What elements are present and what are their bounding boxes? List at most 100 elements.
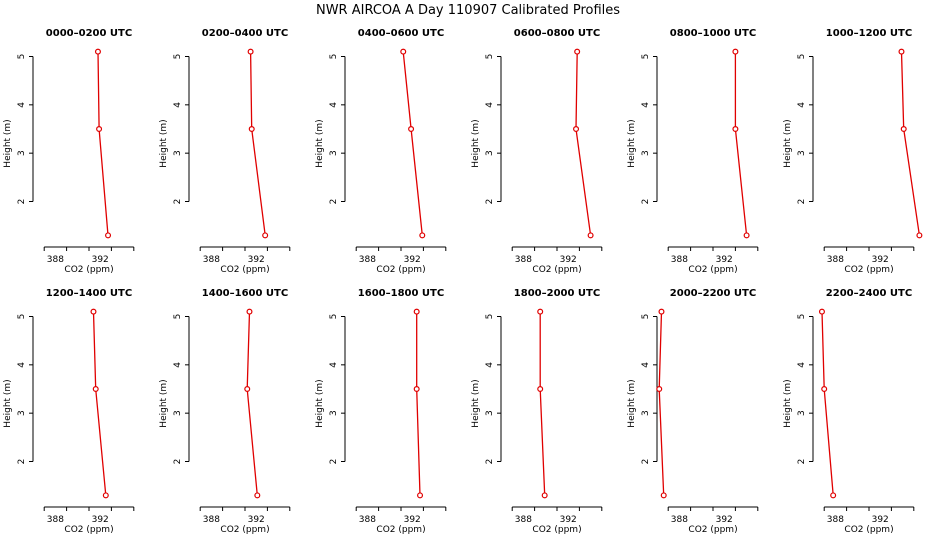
- y-tick-label: 5: [485, 314, 495, 320]
- data-point: [90, 308, 97, 315]
- x-axis-label: CO2 (ppm): [844, 525, 893, 535]
- data-point: [541, 492, 548, 499]
- y-tick-label: 2: [797, 459, 807, 465]
- panel-title: 2200–2400 UTC: [826, 288, 912, 299]
- profile-line: [249, 51, 266, 236]
- x-axis-label: CO2 (ppm): [220, 525, 269, 535]
- x-axis-label: CO2 (ppm): [220, 265, 269, 275]
- data-point: [537, 308, 544, 315]
- y-tick-label: 2: [485, 199, 495, 205]
- data-point: [830, 492, 837, 499]
- x-tick-label: 388: [671, 515, 688, 525]
- y-tick-label: 2: [173, 459, 183, 465]
- x-axis-label: CO2 (ppm): [64, 265, 113, 275]
- data-point: [898, 48, 905, 55]
- panel-title: 0000–0200 UTC: [46, 28, 132, 39]
- profile-line: [92, 311, 107, 496]
- data-point: [732, 125, 739, 132]
- y-tick-label: 5: [173, 54, 183, 60]
- data-point: [658, 308, 665, 315]
- x-tick-label: 392: [404, 255, 421, 265]
- y-tick-label: 5: [797, 54, 807, 60]
- y-tick-label: 5: [173, 314, 183, 320]
- profile-line: [575, 51, 592, 236]
- y-axis-label: Height (m): [315, 119, 325, 167]
- data-point: [262, 232, 269, 239]
- y-tick-label: 3: [485, 150, 495, 156]
- y-axis-label: Height (m): [627, 119, 637, 167]
- y-axis-label: Height (m): [159, 119, 169, 167]
- data-point: [102, 492, 109, 499]
- data-point: [587, 232, 594, 239]
- y-tick-label: 3: [173, 410, 183, 416]
- panel-title: 1800–2000 UTC: [514, 288, 600, 299]
- data-point: [732, 48, 739, 55]
- data-point: [573, 125, 580, 132]
- data-point: [417, 492, 424, 499]
- y-axis-label: Height (m): [315, 379, 325, 427]
- y-tick-label: 3: [17, 150, 27, 156]
- data-point: [419, 232, 426, 239]
- data-point: [94, 48, 101, 55]
- y-tick-label: 2: [17, 199, 27, 205]
- panel-title: 1000–1200 UTC: [826, 28, 912, 39]
- y-tick-label: 2: [641, 199, 651, 205]
- panel-title: 1600–1800 UTC: [358, 288, 444, 299]
- y-tick-label: 2: [485, 459, 495, 465]
- y-tick-label: 2: [797, 199, 807, 205]
- x-tick-label: 388: [203, 515, 220, 525]
- panel-title: 0400–0600 UTC: [358, 28, 444, 39]
- x-axis-label: CO2 (ppm): [532, 265, 581, 275]
- y-tick-label: 5: [17, 54, 27, 60]
- data-point: [246, 308, 253, 315]
- data-point: [537, 386, 544, 393]
- y-tick-label: 3: [173, 150, 183, 156]
- y-tick-label: 4: [641, 102, 651, 108]
- y-tick-label: 4: [641, 362, 651, 368]
- profile-line: [416, 311, 421, 496]
- profile-line: [402, 51, 423, 236]
- data-point: [574, 48, 581, 55]
- data-point: [821, 386, 828, 393]
- y-tick-label: 2: [329, 459, 339, 465]
- data-point: [818, 308, 825, 315]
- y-tick-label: 4: [173, 102, 183, 108]
- y-axis-label: Height (m): [3, 119, 13, 167]
- x-axis-label: CO2 (ppm): [532, 525, 581, 535]
- y-tick-label: 3: [797, 150, 807, 156]
- y-axis-label: Height (m): [3, 379, 13, 427]
- data-point: [254, 492, 261, 499]
- data-point: [247, 48, 254, 55]
- data-point: [743, 232, 750, 239]
- y-tick-label: 4: [173, 362, 183, 368]
- panel-title: 0600–0800 UTC: [514, 28, 600, 39]
- data-point: [400, 48, 407, 55]
- x-tick-label: 392: [716, 255, 733, 265]
- y-tick-label: 4: [485, 102, 495, 108]
- profile-line: [539, 311, 546, 496]
- y-tick-label: 2: [173, 199, 183, 205]
- x-tick-label: 388: [359, 515, 376, 525]
- y-tick-label: 3: [485, 410, 495, 416]
- y-axis-label: Height (m): [471, 379, 481, 427]
- x-tick-label: 388: [827, 255, 844, 265]
- panel-title: 0200–0400 UTC: [202, 28, 288, 39]
- x-axis-label: CO2 (ppm): [376, 265, 425, 275]
- x-tick-label: 388: [359, 255, 376, 265]
- data-point: [413, 308, 420, 315]
- y-axis-label: Height (m): [471, 119, 481, 167]
- panel-title: 1200–1400 UTC: [46, 288, 132, 299]
- y-tick-label: 4: [329, 102, 339, 108]
- profile-line: [821, 311, 834, 496]
- x-axis-label: CO2 (ppm): [688, 265, 737, 275]
